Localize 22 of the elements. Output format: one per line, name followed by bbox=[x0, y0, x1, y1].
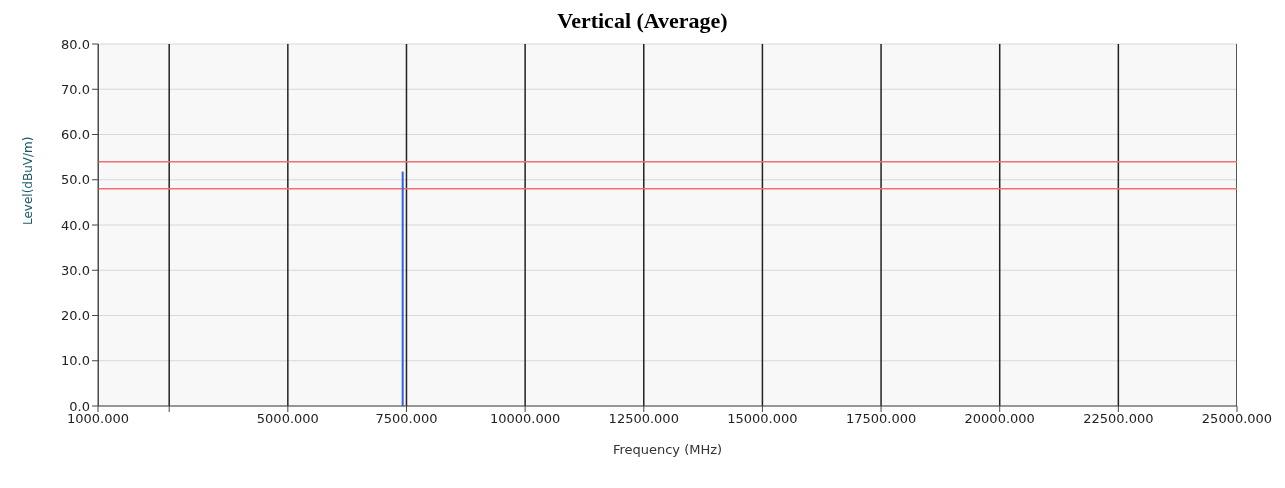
x-tick-label: 1000.000 bbox=[66, 411, 130, 427]
y-tick-label: 80.0 bbox=[61, 36, 90, 52]
y-tick-label: 40.0 bbox=[61, 217, 90, 233]
y-tick-label: 30.0 bbox=[61, 262, 90, 278]
x-tick-label: 10000.000 bbox=[489, 411, 561, 427]
x-tick-label: 5000.000 bbox=[256, 411, 319, 427]
x-tick-label: 20000.000 bbox=[964, 411, 1035, 427]
y-tick-label: 10.0 bbox=[61, 353, 90, 369]
x-axis-title: Frequency (MHz) bbox=[612, 442, 723, 457]
y-tick-label: 70.0 bbox=[61, 81, 90, 97]
x-tick-label: 7500.000 bbox=[375, 411, 438, 427]
x-tick-label: 15000.000 bbox=[727, 411, 798, 427]
x-tick-label: 25000.000 bbox=[1201, 411, 1273, 427]
x-tick-label: 17500.000 bbox=[845, 411, 917, 427]
y-axis-title: Level(dBuV/m) bbox=[21, 136, 36, 225]
chart-title: Vertical (Average) bbox=[556, 8, 729, 35]
y-tick-label: 60.0 bbox=[61, 127, 90, 143]
y-tick-label: 0.0 bbox=[69, 398, 90, 414]
x-tick-label: 12500.000 bbox=[608, 411, 679, 427]
y-tick-label: 50.0 bbox=[61, 172, 90, 188]
y-tick-label: 20.0 bbox=[61, 308, 90, 324]
x-tick-label: 22500.000 bbox=[1083, 411, 1154, 427]
